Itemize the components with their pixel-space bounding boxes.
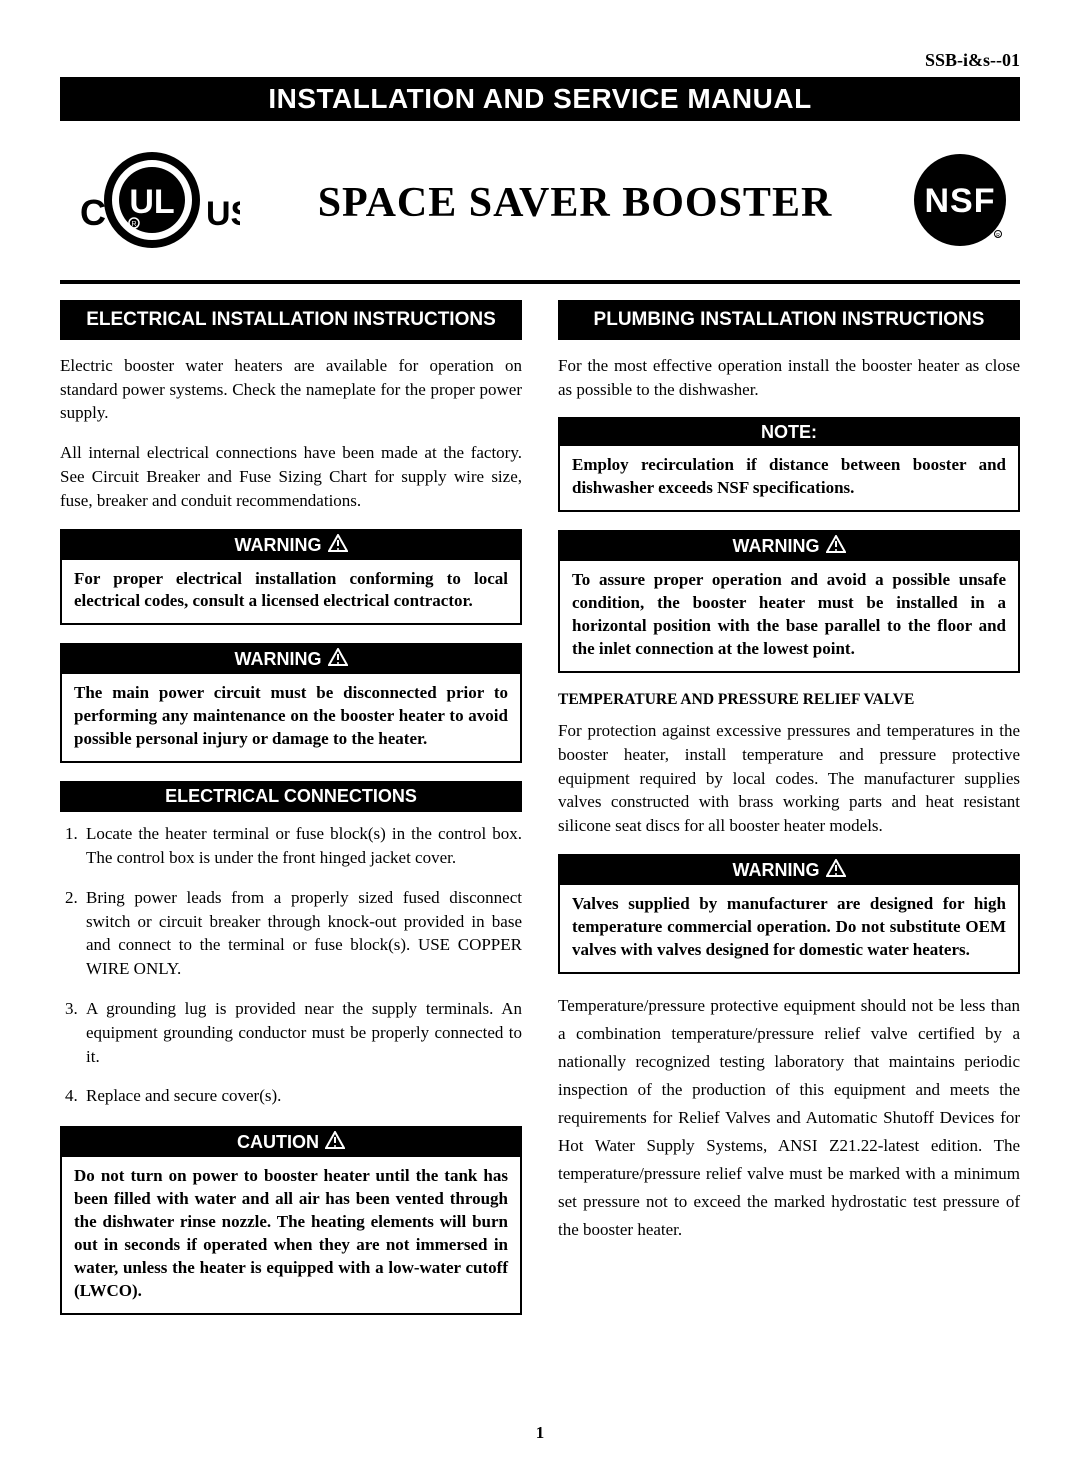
tpr-valve-heading: TEMPERATURE AND PRESSURE RELIEF VALVE: [558, 691, 1020, 709]
warning-box-electrical-1: WARNING For proper electrical installati…: [60, 529, 522, 626]
warning-label: WARNING: [62, 645, 520, 674]
warning-body: The main power circuit must be disconnec…: [62, 674, 520, 761]
list-item: A grounding lug is provided near the sup…: [82, 997, 522, 1068]
tpr-paragraph-2: Temperature/pressure protective equipmen…: [558, 992, 1020, 1244]
caution-text: CAUTION: [237, 1132, 319, 1153]
note-label: NOTE:: [560, 419, 1018, 446]
electrical-steps-list: Locate the heater terminal or fuse block…: [60, 822, 522, 1108]
warning-label: WARNING: [62, 531, 520, 560]
warning-triangle-icon: [826, 535, 846, 558]
warning-text: WARNING: [733, 860, 820, 881]
warning-body: Valves supplied by manufacturer are desi…: [560, 885, 1018, 972]
electrical-intro-2: All internal electrical connections have…: [60, 441, 522, 512]
warning-box-plumbing-1: WARNING To assure proper operation and a…: [558, 530, 1020, 673]
document-code: SSB-i&s--01: [60, 50, 1020, 71]
svg-text:US: US: [206, 195, 240, 233]
electrical-connections-heading: ELECTRICAL CONNECTIONS: [60, 781, 522, 812]
note-box: NOTE: Employ recirculation if distance b…: [558, 417, 1020, 512]
warning-body: To assure proper operation and avoid a p…: [560, 561, 1018, 671]
caution-body: Do not turn on power to booster heater u…: [62, 1157, 520, 1313]
warning-text: WARNING: [235, 649, 322, 670]
warning-label: WARNING: [560, 856, 1018, 885]
caution-box: CAUTION Do not turn on power to booster …: [60, 1126, 522, 1315]
warning-triangle-icon: [826, 859, 846, 882]
ul-listed-icon: C UL R US: [70, 145, 240, 260]
tpr-paragraph-1: For protection against excessive pressur…: [558, 719, 1020, 838]
note-body: Employ recirculation if distance between…: [560, 446, 1018, 510]
svg-text:UL: UL: [129, 183, 174, 221]
page-number: 1: [60, 1423, 1020, 1443]
list-item: Bring power leads from a properly sized …: [82, 886, 522, 981]
nsf-icon: NSF R: [910, 150, 1010, 255]
hero-row: C UL R US SPACE SAVER BOOSTER NSF R: [60, 121, 1020, 284]
list-item: Locate the heater terminal or fuse block…: [82, 822, 522, 870]
warning-box-plumbing-2: WARNING Valves supplied by manufacturer …: [558, 854, 1020, 974]
product-title: SPACE SAVER BOOSTER: [318, 179, 833, 227]
warning-triangle-icon: [328, 534, 348, 557]
left-column: ELECTRICAL INSTALLATION INSTRUCTIONS Ele…: [60, 300, 522, 1333]
right-column: PLUMBING INSTALLATION INSTRUCTIONS For t…: [558, 300, 1020, 1333]
warning-text: WARNING: [235, 535, 322, 556]
svg-text:R: R: [996, 233, 1000, 239]
warning-label: WARNING: [560, 532, 1018, 561]
svg-text:NSF: NSF: [925, 182, 996, 220]
manual-banner: INSTALLATION AND SERVICE MANUAL: [60, 77, 1020, 121]
plumbing-install-heading: PLUMBING INSTALLATION INSTRUCTIONS: [558, 300, 1020, 340]
electrical-intro-1: Electric booster water heaters are avail…: [60, 354, 522, 425]
two-column-layout: ELECTRICAL INSTALLATION INSTRUCTIONS Ele…: [60, 300, 1020, 1333]
note-text: NOTE:: [761, 422, 817, 443]
warning-triangle-icon: [328, 648, 348, 671]
warning-triangle-icon: [325, 1131, 345, 1154]
plumbing-intro: For the most effective operation install…: [558, 354, 1020, 402]
caution-label: CAUTION: [62, 1128, 520, 1157]
electrical-install-heading: ELECTRICAL INSTALLATION INSTRUCTIONS: [60, 300, 522, 340]
warning-box-electrical-2: WARNING The main power circuit must be d…: [60, 643, 522, 763]
list-item: Replace and secure cover(s).: [82, 1084, 522, 1108]
svg-text:R: R: [131, 221, 136, 228]
warning-text: WARNING: [733, 536, 820, 557]
warning-body: For proper electrical installation confo…: [62, 560, 520, 624]
ul-c-text: C: [80, 192, 106, 233]
